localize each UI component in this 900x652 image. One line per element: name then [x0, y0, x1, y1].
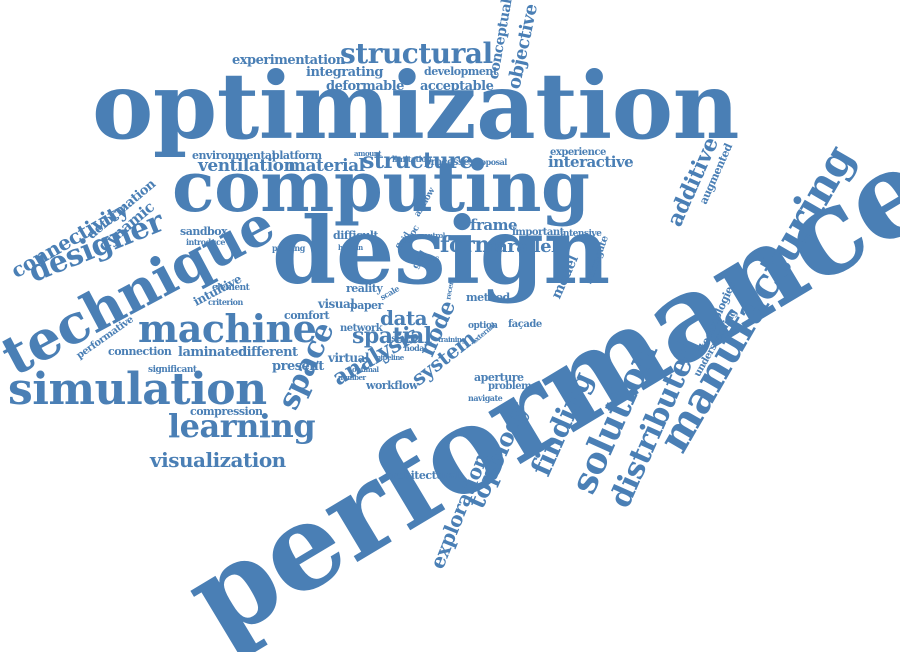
word-workflow: workflow: [366, 379, 418, 392]
word-comfort: comfort: [284, 309, 330, 322]
word-ventilation: ventilation: [198, 156, 296, 176]
word-option: option: [468, 321, 498, 331]
word-cross: cross: [418, 253, 439, 263]
word-proposal: proposal: [472, 157, 507, 167]
word-interactive: interactive: [548, 153, 634, 171]
word-compression: compression: [190, 405, 263, 418]
word-experimentation: experimentation: [232, 53, 345, 68]
word-experience: experience: [550, 147, 606, 158]
word-connection: connection: [108, 345, 172, 358]
word-reality: reality: [346, 282, 383, 295]
word-optimal: optimal: [352, 365, 379, 374]
word-architectural: architectural: [385, 469, 460, 482]
word-computing: computing: [172, 145, 590, 228]
word-structure: structure: [362, 148, 473, 174]
word-navigate: navigate: [468, 393, 503, 403]
word-introduce: introduce: [186, 237, 225, 247]
word-laminated: laminated: [178, 345, 247, 360]
word-number: number: [338, 373, 366, 382]
word-paper: paper: [350, 299, 383, 312]
word-structural: structural: [340, 37, 493, 70]
word-visualization: visualization: [150, 448, 286, 472]
word-frame: frame: [470, 216, 518, 234]
word-acceptable: acceptable: [420, 79, 494, 94]
word-user: user: [386, 333, 404, 343]
word-important: important: [512, 227, 564, 238]
word-machine: machine: [138, 306, 317, 351]
word-development: development: [424, 65, 498, 78]
word-optimization: optimization: [92, 52, 739, 160]
word-platform: platform: [272, 149, 322, 162]
word-printing: printing: [272, 243, 305, 253]
word-facade: façade: [508, 319, 542, 330]
word-design: design: [272, 197, 610, 305]
word-processes: processes: [424, 157, 475, 168]
word-network: network: [340, 323, 383, 334]
word-simulation: simulation: [8, 364, 267, 415]
word-intensive: intensive: [560, 229, 602, 239]
word-present: present: [272, 359, 324, 374]
word-learning: learning: [168, 407, 316, 445]
word-aperture: aperture: [474, 371, 524, 384]
word-different: different: [238, 345, 298, 360]
word-amount: amount: [354, 149, 382, 158]
word-method: method: [466, 291, 510, 304]
word-control: control: [420, 231, 445, 240]
word-problem: problem: [488, 381, 532, 392]
word-element: element: [212, 283, 250, 293]
word-significant: significant: [148, 365, 197, 375]
word-form: form: [440, 232, 498, 258]
word-nodal: nodal: [404, 343, 427, 353]
word-human: human: [338, 243, 363, 252]
word-environmental: environmental: [192, 149, 276, 162]
word-spatial: spatial: [352, 323, 432, 349]
word-material: material: [288, 156, 365, 176]
word-training: training: [438, 335, 466, 344]
word-data: data: [380, 306, 428, 330]
word-integrating: integrating: [306, 65, 384, 80]
word-difficult: difficult: [333, 229, 378, 242]
word-criterion: criterion: [208, 297, 243, 307]
word-sandbox: sandbox: [180, 225, 228, 238]
word-pipeline: pipeline: [376, 353, 404, 362]
word-limitation: limitation: [392, 154, 432, 164]
word-virtual: virtual: [328, 351, 369, 365]
word-visual: visual: [318, 297, 355, 311]
word-parallel: parallel: [484, 236, 558, 257]
word-deformable: deformable: [326, 79, 404, 94]
